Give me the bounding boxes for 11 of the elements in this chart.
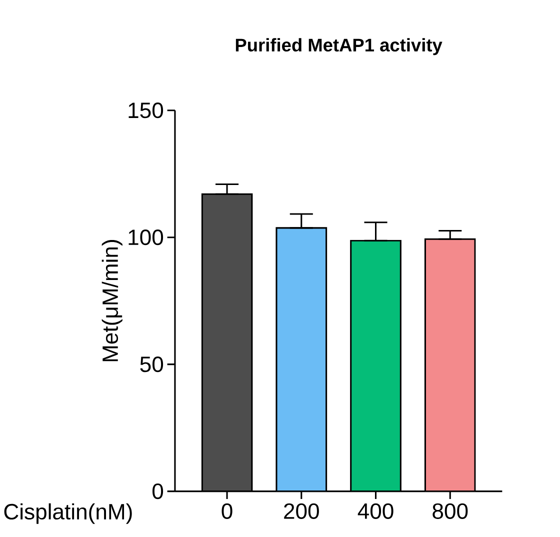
y-axis-title: Met(μM/min) (102, 240, 122, 361)
y-tick-label: 50 (140, 356, 164, 372)
chart-title: Purified MetAP1 activity (236, 38, 442, 55)
x-tick-label: 400 (358, 503, 394, 519)
x-tick-label: 800 (432, 503, 468, 519)
y-tick-label: 0 (152, 483, 164, 499)
x-tick-label: 200 (284, 503, 319, 519)
y-tick-label: 150 (128, 102, 164, 118)
y-tick-label: 100 (128, 229, 164, 245)
x-tick-label: 0 (222, 503, 232, 519)
x-axis-title: Cisplatin(nM) (4, 503, 132, 524)
